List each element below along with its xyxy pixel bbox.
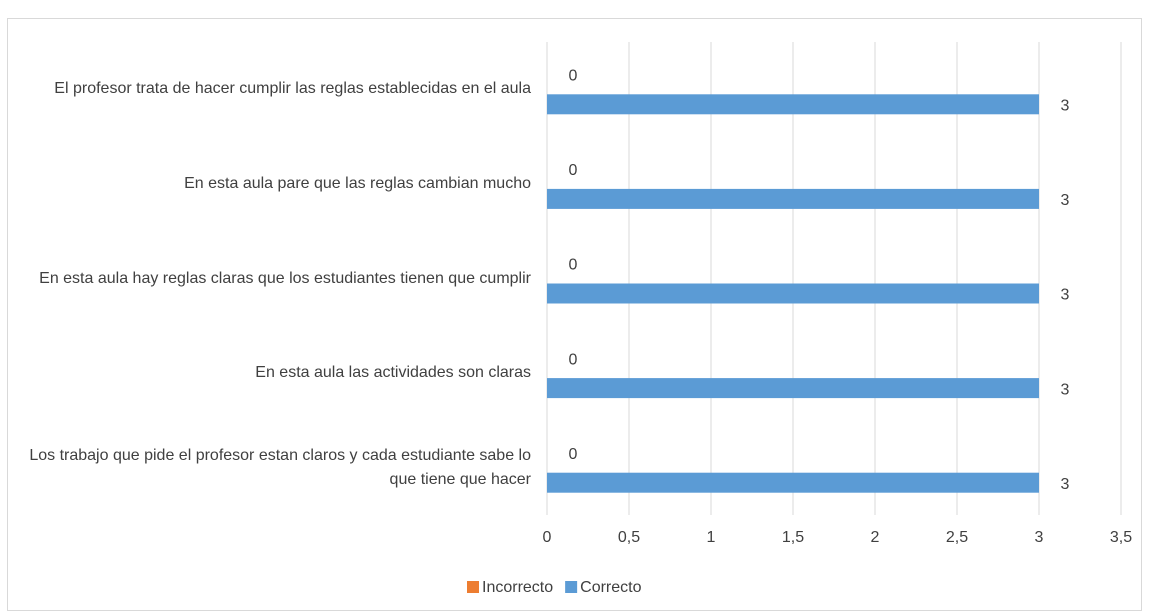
data-label: 3 <box>1061 287 1070 304</box>
bar <box>547 378 1039 399</box>
y-tick-label: Los trabajo que pide el profesor estan c… <box>29 446 531 488</box>
data-label: 0 <box>569 257 578 274</box>
legend-label: Incorrecto <box>482 579 553 596</box>
x-tick-label: 0,5 <box>618 529 640 546</box>
legend-swatch <box>467 581 479 593</box>
y-tick-label: En esta aula pare que las reglas cambian… <box>184 174 531 192</box>
data-label: 0 <box>569 446 578 463</box>
x-tick-label: 1 <box>707 529 716 546</box>
x-tick-label: 1,5 <box>782 529 804 546</box>
bar <box>547 94 1039 115</box>
y-tick-label: En esta aula hay reglas claras que los e… <box>39 269 531 287</box>
data-label: 0 <box>569 351 578 368</box>
x-tick-label: 3 <box>1035 529 1044 546</box>
data-label: 3 <box>1061 192 1070 209</box>
bar <box>547 188 1039 209</box>
data-label: 3 <box>1061 476 1070 493</box>
y-tick-label: En esta aula las actividades son claras <box>255 364 531 382</box>
y-tick-label: El profesor trata de hacer cumplir las r… <box>54 80 531 98</box>
data-label: 0 <box>569 162 578 179</box>
data-label: 0 <box>569 68 578 85</box>
legend-swatch <box>565 581 578 593</box>
x-tick-label: 2,5 <box>946 529 968 546</box>
x-tick-label: 2 <box>871 529 880 546</box>
chart-frame <box>7 18 1142 611</box>
bar <box>547 283 1039 304</box>
data-label: 3 <box>1061 381 1070 398</box>
x-tick-label: 0 <box>543 529 552 546</box>
x-tick-label: 3,5 <box>1110 529 1132 546</box>
data-label: 3 <box>1061 98 1070 115</box>
bar <box>547 472 1039 493</box>
legend-label: Correcto <box>580 579 641 596</box>
